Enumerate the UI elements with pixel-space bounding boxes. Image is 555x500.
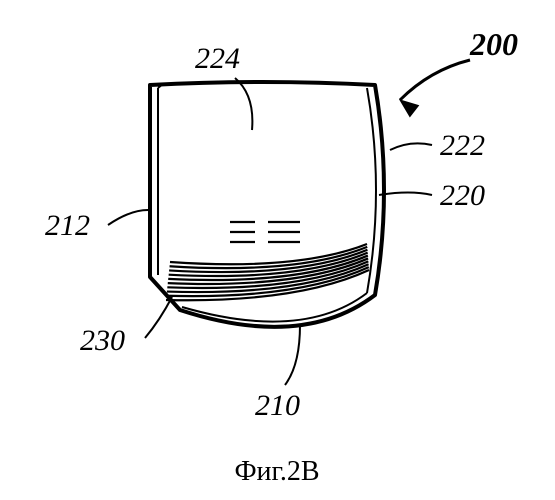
leader-line bbox=[235, 78, 252, 130]
ref-label-l212: 212 bbox=[45, 209, 90, 242]
leader-line bbox=[379, 193, 432, 196]
ref-label-l224: 224 bbox=[195, 42, 240, 75]
arrow-200 bbox=[400, 60, 470, 100]
figure-caption: Фиг.2B bbox=[234, 456, 319, 487]
hatch-line bbox=[170, 244, 367, 264]
arrow-head bbox=[400, 100, 418, 117]
ref-label-l200: 200 bbox=[469, 26, 518, 62]
hatch-group bbox=[166, 222, 369, 300]
leader-line bbox=[108, 210, 148, 225]
ref-label-l230: 230 bbox=[80, 324, 125, 357]
ref-label-l220: 220 bbox=[440, 179, 485, 212]
ref-label-l222: 222 bbox=[440, 129, 485, 162]
leader-line bbox=[390, 143, 432, 150]
cup-outer-outline bbox=[150, 82, 384, 327]
leader-line bbox=[145, 297, 172, 338]
ref-label-l210: 210 bbox=[255, 389, 300, 422]
leader-line bbox=[285, 325, 300, 385]
